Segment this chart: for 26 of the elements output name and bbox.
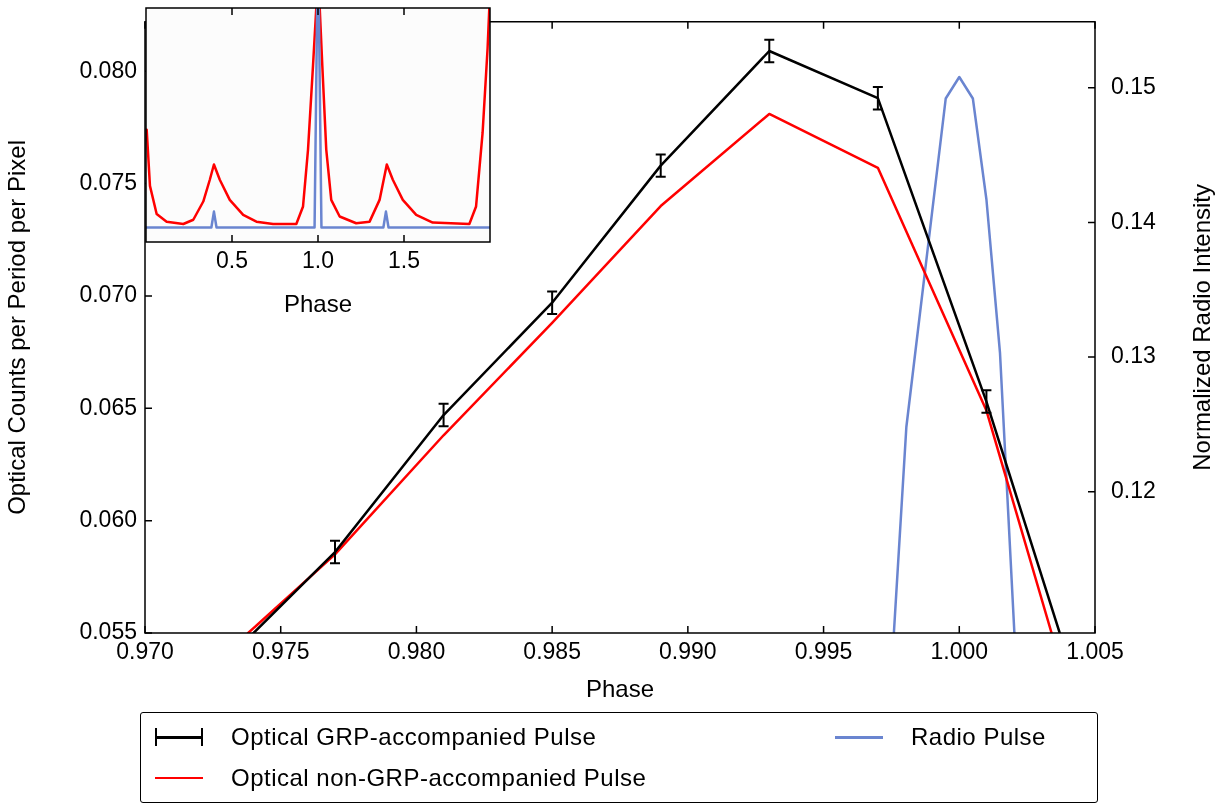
y-tick-label: 0.065 bbox=[79, 393, 137, 420]
y2-tick-label: 0.13 bbox=[1111, 342, 1156, 369]
x-tick-label: 1.5 bbox=[388, 247, 420, 274]
y-tick-label: 0.075 bbox=[79, 168, 137, 195]
x-tick-label: 0.975 bbox=[251, 638, 310, 665]
y-axis-title: Optical Counts per Period per Pixel bbox=[3, 139, 31, 515]
y2-tick-label: 0.15 bbox=[1111, 73, 1156, 100]
y-tick-label: 0.060 bbox=[79, 505, 137, 532]
x-tick-label: 1.0 bbox=[302, 247, 334, 274]
x-tick-label: 0.985 bbox=[523, 638, 581, 665]
x-axis-title: Phase bbox=[585, 675, 655, 703]
x-tick-label: 0.5 bbox=[216, 247, 248, 274]
legend-label: Radio Pulse bbox=[911, 723, 1046, 752]
y2-tick-label: 0.12 bbox=[1111, 476, 1156, 503]
y-tick-label: 0.080 bbox=[79, 56, 137, 83]
y-tick-label: 0.070 bbox=[79, 281, 137, 308]
x-tick-label: 0.980 bbox=[387, 638, 446, 665]
x-tick-label: 1.005 bbox=[1066, 638, 1124, 665]
legend-label: Optical non-GRP-accompanied Pulse bbox=[231, 763, 647, 792]
y2-axis-title: Normalized Radio Intensity bbox=[1187, 184, 1215, 471]
x-tick-label: 0.990 bbox=[659, 638, 717, 665]
x-axis-title: Phase bbox=[283, 290, 353, 318]
legend-label: Optical GRP-accompanied Pulse bbox=[231, 723, 597, 752]
y2-tick-label: 0.14 bbox=[1111, 207, 1156, 234]
x-tick-label: 1.000 bbox=[930, 638, 989, 665]
x-tick-label: 0.995 bbox=[794, 638, 853, 665]
